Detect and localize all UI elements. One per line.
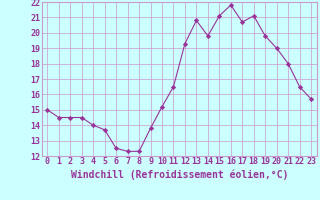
X-axis label: Windchill (Refroidissement éolien,°C): Windchill (Refroidissement éolien,°C) — [70, 169, 288, 180]
